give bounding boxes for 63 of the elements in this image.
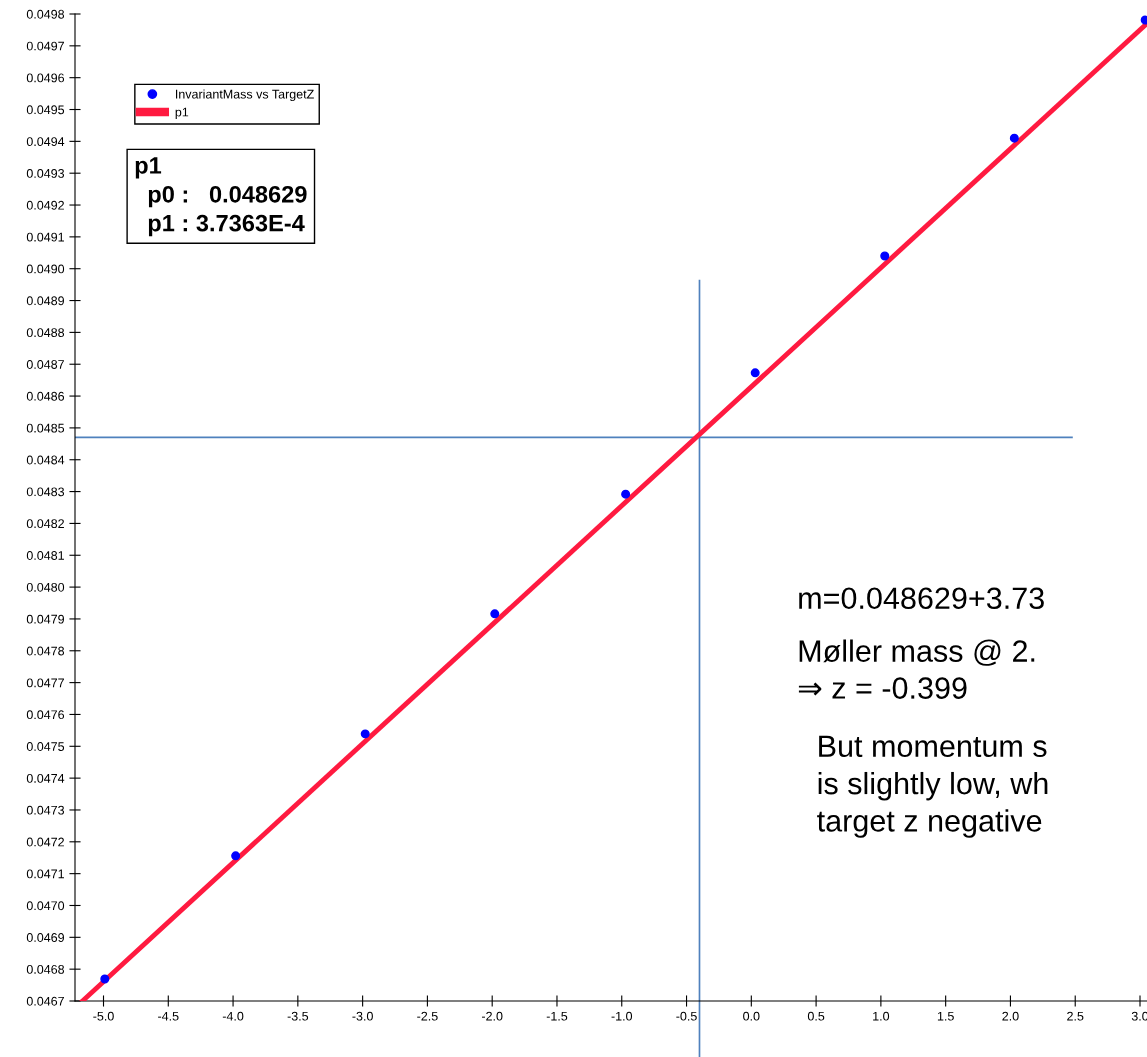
x-tick-label: -4.5 [158,1011,179,1021]
x-tick-label: -4.0 [222,1011,244,1021]
x-tick-label: -5.0 [93,1011,114,1021]
annotation: But momentum s is slightly low, wh target z negative [817,735,1048,838]
y-tick-label: 0.0490 [26,264,65,274]
point [750,368,760,378]
point [231,851,241,861]
y-tick-label: 0.0497 [26,41,64,51]
y-tick-label: 0.0492 [26,200,64,210]
point [880,251,890,261]
point [621,489,631,499]
x-tick-label: -3.0 [352,1011,373,1021]
y-tick-label: 0.0494 [26,137,65,147]
annotation: Møller mass @ 2. [799,639,1035,666]
y-tick-label: 0.0491 [26,232,64,242]
y-tick-label: 0.0487 [26,360,64,369]
x-tick-label: -3.5 [287,1011,309,1021]
x-tick-label: -2.5 [417,1011,438,1021]
annotation: p1 p0 : 0.048629 p1 : 3.7363E-4 [135,157,307,237]
x-tick-label: -1.0 [611,1011,633,1021]
y-tick-label: 0.0470 [26,901,65,911]
y-tick-label: 0.0486 [26,391,65,401]
y-tick-label: 0.0488 [26,328,65,338]
y-tick-label: 0.0478 [26,646,65,656]
point [360,729,370,739]
y-tick-label: 0.0484 [26,455,65,465]
y-tick-label: 0.0476 [26,710,65,720]
x-tick-label: 1.0 [873,1011,890,1021]
x-tick-label: 0.0 [743,1011,760,1021]
y-tick-label: 0.0482 [26,519,64,529]
x-tick-label: -2.0 [481,1011,503,1021]
y-tick-label: 0.0468 [26,964,65,974]
y-tick-label: 0.0479 [26,614,64,624]
x-tick-label: -0.5 [676,1011,697,1021]
y-tick-label: 0.0471 [26,869,64,879]
y-tick-label: 0.0480 [26,582,65,592]
y-tick-label: 0.0469 [26,933,64,942]
x-tick-label: 1.5 [937,1011,954,1021]
legend-label: p1 [175,107,189,119]
y-tick-label: 0.0474 [26,773,65,783]
annotation: m=0.048629+3.73 [799,587,1044,610]
y-tick-label: 0.0473 [26,805,65,815]
point [1009,133,1019,143]
x-tick-label: -1.5 [546,1011,568,1021]
y-tick-label: 0.0495 [26,105,65,115]
x-tick-label: 0.5 [807,1011,825,1021]
point [100,974,110,984]
y-tick-label: 0.0493 [26,168,65,178]
y-tick-label: 0.0489 [26,296,64,306]
y-tick-label: 0.0498 [26,9,65,19]
y-tick-label: 0.0481 [26,551,64,560]
y-tick-label: 0.0485 [26,423,65,433]
point [490,609,500,619]
legend-label: InvariantMass vs TargetZ [176,89,314,102]
x-tick-label: 2.0 [1002,1011,1019,1021]
annotation: ⇒ z = -0.399 [798,677,967,699]
y-tick-label: 0.0483 [26,487,65,497]
x-tick-label: 2.5 [1067,1011,1084,1021]
y-tick-label: 0.0475 [26,742,65,751]
y-tick-label: 0.0477 [26,678,64,688]
y-tick-label: 0.0496 [26,73,65,83]
y-tick-label: 0.0472 [26,837,64,847]
y-tick-label: 0.0467 [26,996,64,1006]
